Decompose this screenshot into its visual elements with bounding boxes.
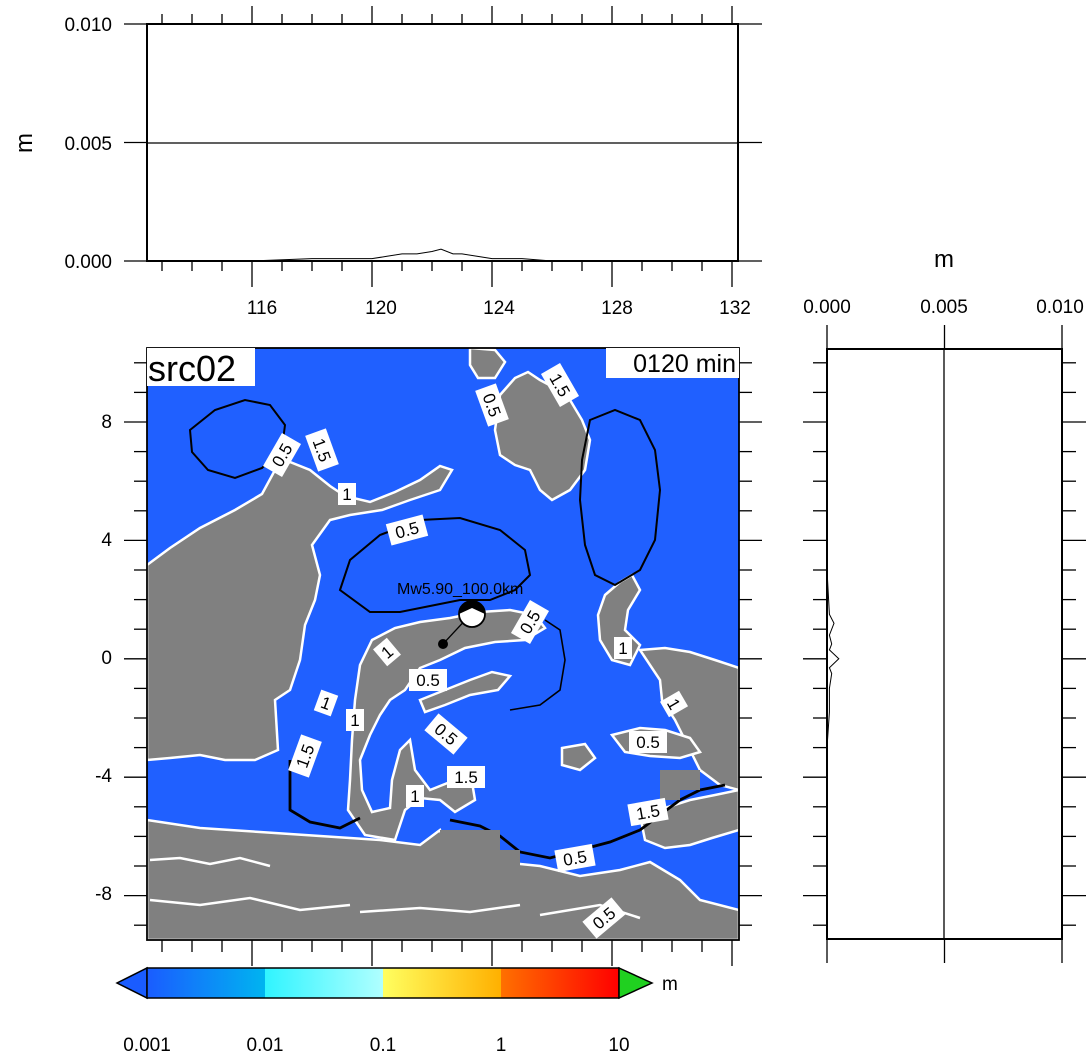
time-label: 0120 min [633,350,736,378]
contour-label: 0.5 [385,514,429,546]
contour-label: 1 [338,483,356,505]
contour-label: 1 [406,785,424,807]
land-timor [638,788,739,850]
top-profile-xtick-label: 128 [601,298,633,319]
colorbar: m 0.001 0.01 0.1 1 10 [115,966,678,1056]
run-label: src02 [148,348,236,389]
svg-text:1: 1 [410,787,419,806]
contour-black-molucca-sea [509,619,566,711]
top-profile-xtick-label: 124 [483,298,515,319]
contour-label: 0.5 [554,843,596,873]
map-ytick-label: 4 [101,530,112,551]
top-profile-ticks [124,6,762,287]
coastline-south [149,856,641,920]
svg-text:1.5: 1.5 [635,801,662,824]
side-profile-xtick-label: 0.010 [1036,297,1084,318]
svg-text:0.5: 0.5 [562,847,589,870]
colorbar-tick-label: 0.001 [123,1035,171,1056]
contour-black-pacific [578,408,662,587]
colorbar-segment [501,968,619,998]
top-profile-xtick-label: 116 [247,298,277,319]
contour-label: 1.5 [288,734,322,778]
contour-label: 1 [614,637,632,659]
land-philippines-north [468,348,507,380]
contour-label: 1 [659,690,689,718]
colorbar-unit: m [662,974,678,995]
side-profile-ticks [803,325,1086,963]
svg-text:1: 1 [618,639,627,658]
colorbar-segment [265,968,383,998]
contour-label: 0.5 [409,669,447,691]
colorbar-segment [147,968,265,998]
focal-mechanism-beachball [458,600,486,628]
contour-label: 1 [373,637,401,667]
contour-label: 1.5 [540,363,580,407]
map-ticks [124,362,762,966]
map-panel: Mw5.90_100.0km 0.5 1.510.50.51.50.5110.51… [95,347,762,966]
contour-label: 1.5 [305,428,339,472]
svg-text:1.5: 1.5 [454,768,478,787]
map-ytick-label: -4 [95,766,112,787]
contour-label: 1.5 [627,797,669,827]
land-buru [560,742,597,772]
side-profile-panel: m 0.000 0.005 0.010 [803,246,1086,963]
epicenter-dot [438,639,448,649]
svg-text:1: 1 [342,485,351,504]
top-profile-ytick-label: 0.000 [64,252,112,273]
contour-label: 0.5 [629,731,667,753]
side-profile-series-line [826,348,840,940]
colorbar-under-arrow [115,966,148,1000]
top-profile-xtick-label: 120 [365,298,397,319]
side-profile-xtick-label: 0.005 [920,297,968,318]
top-profile-panel: m 0.010 0.005 0.000 116 120 124 128 132 [11,6,762,319]
land-sulawesi-east-arm [418,670,513,714]
svg-text:1: 1 [350,711,359,730]
land-mindanao [493,370,592,502]
side-profile-xtick-label: 0.000 [803,297,851,318]
time-label-box [606,348,739,378]
colorbar-tick-label: 0.1 [370,1035,396,1056]
run-label-box [147,348,255,386]
top-profile-series-line [162,248,732,262]
contour-label: 1 [346,709,364,731]
colorbar-over-arrow [618,966,654,1000]
svg-text:0.5: 0.5 [636,733,660,752]
colorbar-tick-label: 1 [496,1035,507,1056]
colorbar-segment [383,968,501,998]
top-profile-ytick-label: 0.005 [64,134,112,155]
top-profile-ytick-label: 0.010 [64,15,112,36]
map-ytick-label: 0 [101,648,112,669]
top-profile-ylabel: m [11,133,38,153]
contour-label: 1 [313,689,339,717]
contour-label: 1.5 [447,766,485,788]
svg-text:0.5: 0.5 [416,671,440,690]
map-ytick-label: 8 [101,412,112,433]
colorbar-tick-label: 0.01 [247,1035,284,1056]
land-mask-patches [440,770,700,890]
epicenter-label: Mw5.90_100.0km [397,581,523,598]
map-frame [146,347,740,941]
colorbar-tick-label: 10 [608,1035,629,1056]
map-ytick-label: -8 [95,884,112,905]
top-profile-xtick-label: 132 [719,298,751,319]
side-profile-xlabel: m [934,246,954,273]
